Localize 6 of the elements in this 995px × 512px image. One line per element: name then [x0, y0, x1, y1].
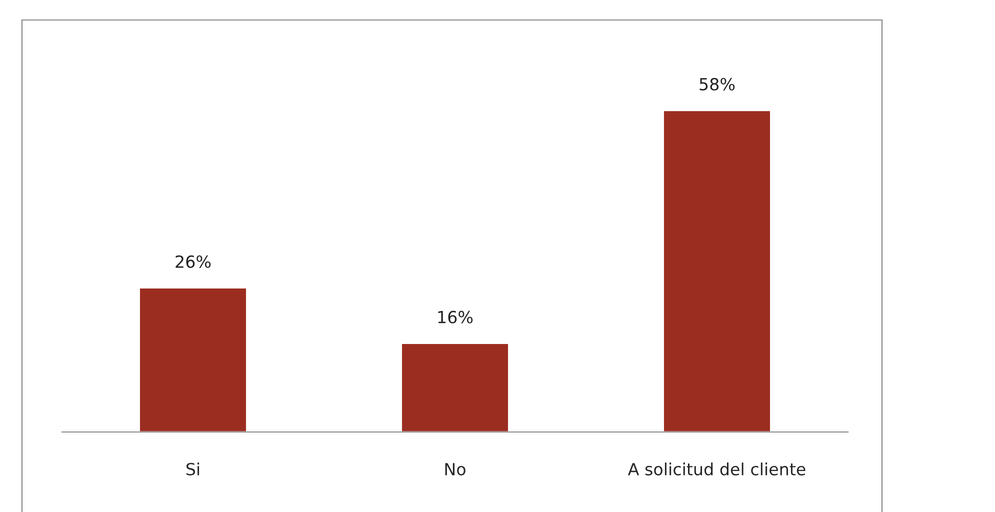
x-tick-label: Si	[186, 462, 200, 476]
data-label: 16%	[438, 310, 473, 324]
data-label: 26%	[176, 255, 211, 268]
x-tick-label: A solicitud del cliente	[628, 462, 806, 476]
x-tick-label: No	[445, 463, 466, 476]
data-label: 58%	[700, 78, 735, 91]
